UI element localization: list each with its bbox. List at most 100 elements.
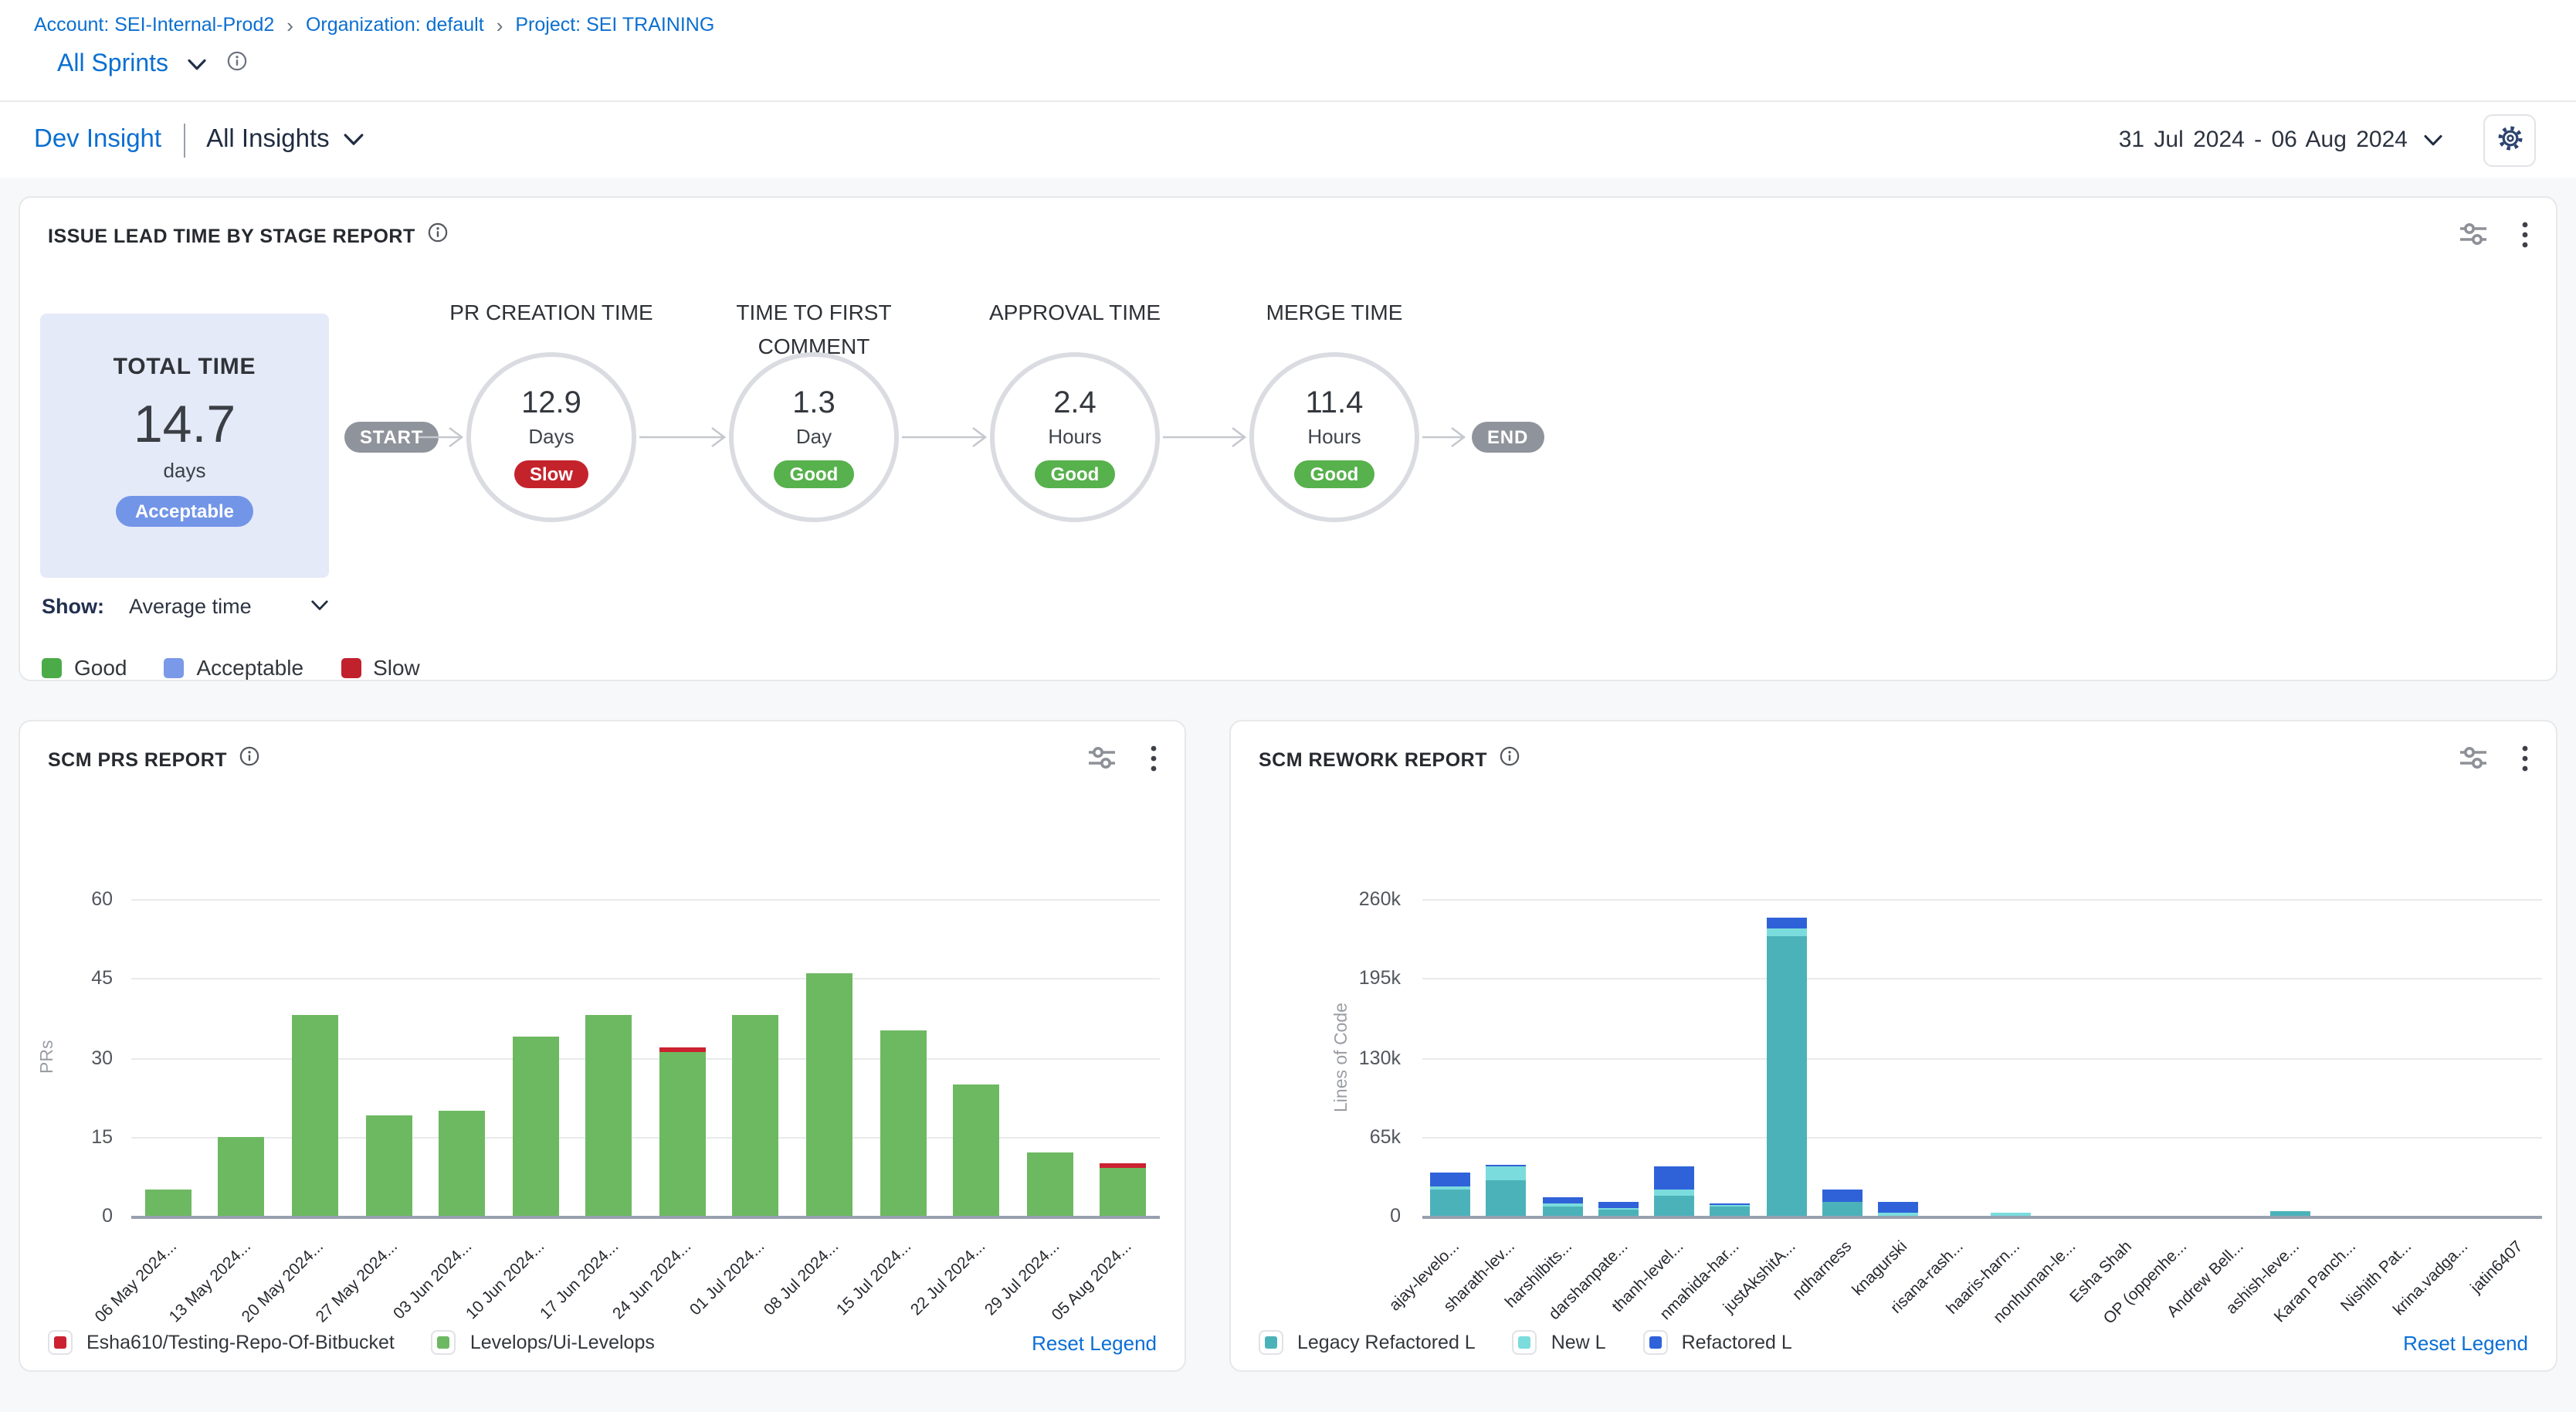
- bar-segment[interactable]: [1598, 1208, 1639, 1210]
- bar-segment[interactable]: [218, 1136, 265, 1216]
- bar-segment[interactable]: [1486, 1164, 1527, 1166]
- bar-segment[interactable]: [1598, 1201, 1639, 1209]
- bar[interactable]: [1486, 1164, 1527, 1216]
- bar[interactable]: [1026, 1152, 1073, 1216]
- bar[interactable]: [805, 972, 852, 1216]
- chevron-down-icon[interactable]: [344, 126, 365, 154]
- bar[interactable]: [953, 1084, 1000, 1216]
- stage-circle[interactable]: 11.4 Hours Good: [1249, 352, 1419, 522]
- bar-segment[interactable]: [1542, 1206, 1583, 1216]
- bar-segment[interactable]: [1766, 928, 1807, 936]
- bar-segment[interactable]: [585, 1015, 632, 1216]
- bar[interactable]: [1100, 1163, 1147, 1216]
- legend-item[interactable]: New L: [1512, 1330, 1606, 1355]
- date-range-picker[interactable]: 31 Jul 2024 - 06 Aug 2024: [2119, 127, 2443, 153]
- bar-segment[interactable]: [1430, 1186, 1471, 1190]
- stage-circle[interactable]: 2.4 Hours Good: [990, 352, 1160, 522]
- bar[interactable]: [1430, 1172, 1471, 1216]
- bar-segment[interactable]: [659, 1052, 706, 1216]
- bar[interactable]: [291, 1015, 338, 1216]
- info-icon[interactable]: [239, 746, 259, 774]
- bar-segment[interactable]: [1878, 1213, 1919, 1216]
- legend-swatch[interactable]: [431, 1330, 456, 1355]
- legend-swatch[interactable]: [1259, 1330, 1283, 1355]
- reset-legend-link[interactable]: Reset Legend: [2403, 1331, 2528, 1354]
- chevron-down-icon[interactable]: [2423, 127, 2443, 153]
- bar-segment[interactable]: [1990, 1213, 2031, 1216]
- bar-segment[interactable]: [1100, 1163, 1147, 1169]
- bar-segment[interactable]: [880, 1030, 927, 1216]
- filter-settings-button[interactable]: [2459, 745, 2488, 776]
- bar-segment[interactable]: [1486, 1166, 1527, 1181]
- bar[interactable]: [512, 1036, 559, 1216]
- bar-segment[interactable]: [1710, 1203, 1751, 1205]
- bar[interactable]: [1990, 1213, 2031, 1216]
- bar[interactable]: [732, 1015, 779, 1216]
- legend-item[interactable]: Levelops/Ui-Levelops: [431, 1330, 655, 1355]
- bar[interactable]: [1822, 1190, 1863, 1216]
- bar[interactable]: [2269, 1210, 2310, 1216]
- bar[interactable]: [1878, 1201, 1919, 1216]
- legend-item[interactable]: Refactored L: [1642, 1330, 1792, 1355]
- bar-segment[interactable]: [1654, 1166, 1695, 1190]
- breadcrumb-item[interactable]: Organization: default: [305, 14, 484, 36]
- insight-selector[interactable]: All Insights: [206, 125, 330, 153]
- info-icon[interactable]: [227, 51, 247, 79]
- bar-segment[interactable]: [1026, 1152, 1073, 1216]
- filter-settings-button[interactable]: [2459, 221, 2488, 252]
- bar-segment[interactable]: [439, 1110, 486, 1216]
- bar-segment[interactable]: [1822, 1202, 1863, 1216]
- bar-segment[interactable]: [1430, 1172, 1471, 1187]
- info-icon[interactable]: [1500, 746, 1520, 774]
- bar-segment[interactable]: [1822, 1201, 1863, 1203]
- stage-circle[interactable]: 12.9 Days Slow: [466, 352, 636, 522]
- bar[interactable]: [1654, 1166, 1695, 1216]
- sprint-selector-label[interactable]: All Sprints: [57, 51, 169, 77]
- bar-segment[interactable]: [1100, 1168, 1147, 1216]
- bar[interactable]: [1710, 1203, 1751, 1216]
- bar[interactable]: [365, 1115, 412, 1216]
- card-menu-button[interactable]: [1151, 744, 1157, 776]
- bar[interactable]: [1598, 1201, 1639, 1216]
- bar-segment[interactable]: [1710, 1204, 1751, 1207]
- bar-segment[interactable]: [512, 1036, 559, 1216]
- nav-dev-insight[interactable]: Dev Insight: [34, 125, 162, 153]
- bar[interactable]: [659, 1047, 706, 1216]
- bar-segment[interactable]: [1486, 1180, 1527, 1216]
- bar-segment[interactable]: [1542, 1197, 1583, 1204]
- bar[interactable]: [1542, 1197, 1583, 1216]
- bar-segment[interactable]: [732, 1015, 779, 1216]
- settings-button[interactable]: [2483, 114, 2536, 166]
- date-range-label[interactable]: 31 Jul 2024 - 06 Aug 2024: [2118, 127, 2408, 153]
- bar-segment[interactable]: [1430, 1190, 1471, 1216]
- bar-segment[interactable]: [144, 1189, 192, 1216]
- bar[interactable]: [880, 1030, 927, 1216]
- card-menu-button[interactable]: [2522, 744, 2528, 776]
- reset-legend-link[interactable]: Reset Legend: [1032, 1331, 1157, 1354]
- bar-segment[interactable]: [1878, 1201, 1919, 1213]
- filter-settings-button[interactable]: [1087, 745, 1117, 776]
- bar[interactable]: [144, 1189, 192, 1216]
- bar-segment[interactable]: [1766, 917, 1807, 928]
- legend-item[interactable]: Esha610/Testing-Repo-Of-Bitbucket: [48, 1330, 395, 1355]
- bar-segment[interactable]: [2269, 1210, 2310, 1216]
- bar-segment[interactable]: [805, 972, 852, 1216]
- bar-segment[interactable]: [1654, 1190, 1695, 1196]
- show-selector[interactable]: Show: Average time: [42, 592, 329, 619]
- bar-segment[interactable]: [365, 1115, 412, 1216]
- bar[interactable]: [218, 1136, 265, 1216]
- show-value[interactable]: Average time: [129, 594, 252, 617]
- legend-swatch[interactable]: [48, 1330, 73, 1355]
- bar-segment[interactable]: [1654, 1196, 1695, 1216]
- chevron-down-icon[interactable]: [310, 592, 329, 619]
- bar-segment[interactable]: [1766, 935, 1807, 1216]
- bar[interactable]: [585, 1015, 632, 1216]
- bar-segment[interactable]: [1822, 1190, 1863, 1202]
- bar[interactable]: [1766, 917, 1807, 1216]
- chevron-down-icon[interactable]: [187, 51, 207, 79]
- legend-swatch[interactable]: [1642, 1330, 1668, 1355]
- info-icon[interactable]: [428, 222, 448, 250]
- legend-swatch[interactable]: [1512, 1330, 1537, 1355]
- breadcrumb-item[interactable]: Project: SEI TRAINING: [515, 14, 715, 36]
- bar-segment[interactable]: [1542, 1203, 1583, 1207]
